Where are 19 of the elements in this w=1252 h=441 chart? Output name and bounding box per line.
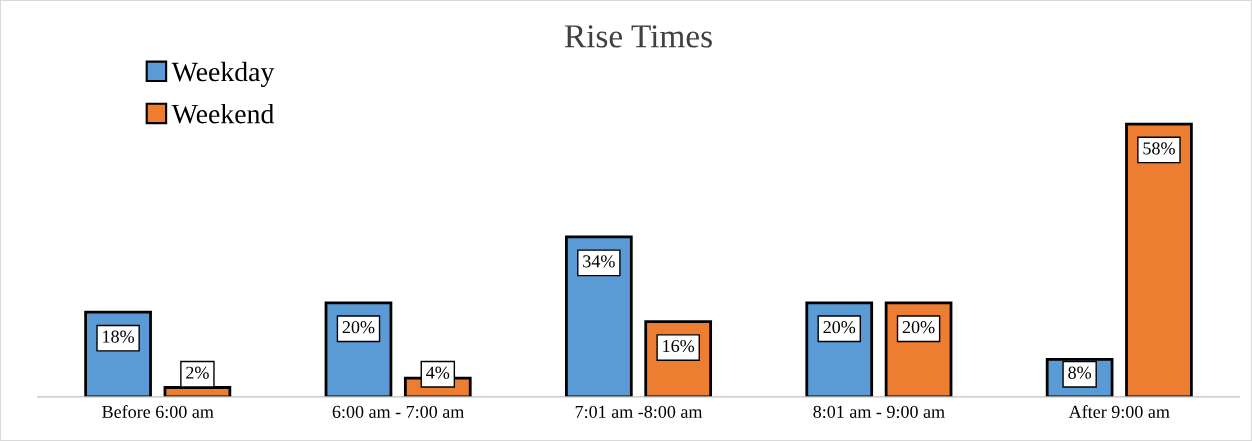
data-label: 8% — [1068, 366, 1092, 379]
bar — [1125, 122, 1193, 397]
data-label: 18% — [103, 330, 135, 343]
data-label: 16% — [663, 339, 695, 353]
x-tick-label: Before 6:00 am — [102, 405, 214, 419]
data-label: 34% — [583, 255, 615, 268]
data-label: 20% — [342, 321, 375, 334]
x-tick-label: 6:00 am - 7:00 am — [332, 405, 465, 419]
data-label: 20% — [902, 321, 935, 334]
x-tick-label: 7:01 am -8:00 am — [575, 405, 703, 419]
legend-label: Weekday — [171, 61, 275, 88]
legend-label: Weekend — [171, 103, 275, 124]
data-label: 2% — [186, 366, 209, 379]
chart-title: Rise Times — [564, 25, 712, 48]
x-tick-label: After 9:00 am — [1068, 405, 1170, 419]
data-label: 58% — [1143, 142, 1175, 155]
data-label: 20% — [823, 321, 856, 334]
data-label: 4% — [426, 366, 450, 379]
x-tick-label: 8:01 am - 9:00 am — [813, 405, 945, 419]
